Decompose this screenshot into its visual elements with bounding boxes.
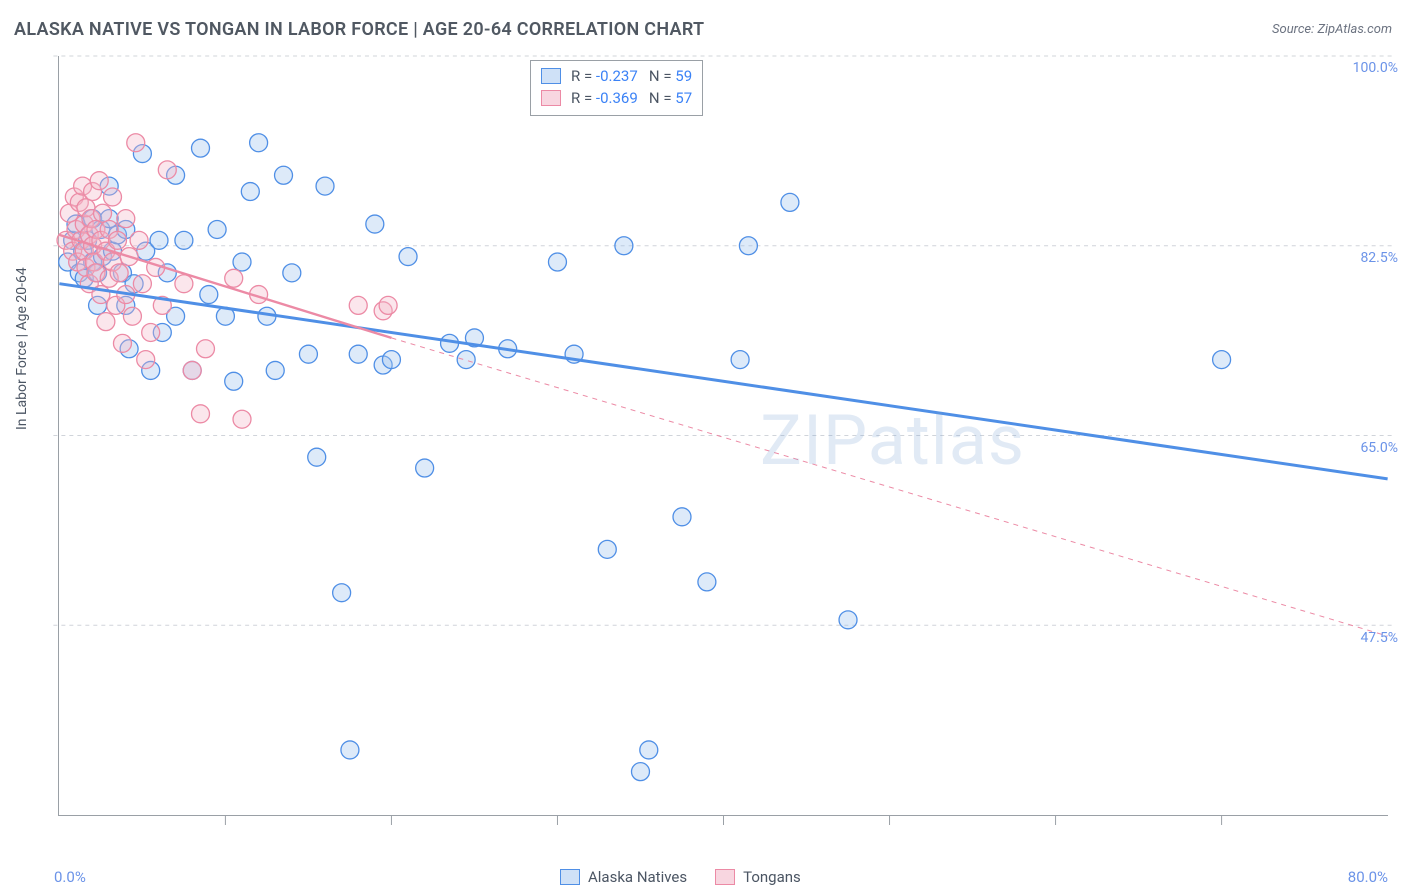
- legend-swatch: [560, 869, 580, 885]
- scatter-point: [233, 253, 251, 271]
- source-name: ZipAtlas.com: [1317, 22, 1392, 37]
- scatter-point: [598, 540, 616, 558]
- scatter-point: [97, 313, 115, 331]
- scatter-point: [233, 410, 251, 428]
- scatter-point: [104, 188, 122, 206]
- scatter-point: [158, 161, 176, 179]
- scatter-point: [183, 361, 201, 379]
- legend-swatch: [541, 68, 561, 84]
- trend-line: [59, 284, 1387, 479]
- legend-swatch: [715, 869, 735, 885]
- scatter-point: [275, 166, 293, 184]
- scatter-point: [142, 324, 160, 342]
- scatter-point: [457, 351, 475, 369]
- scatter-point: [150, 231, 168, 249]
- scatter-point: [781, 193, 799, 211]
- scatter-point: [266, 361, 284, 379]
- scatter-point: [673, 508, 691, 526]
- scatter-point: [341, 741, 359, 759]
- scatter-point: [615, 237, 633, 255]
- scatter-point: [333, 584, 351, 602]
- y-tick-label: 47.5%: [1360, 630, 1398, 646]
- scatter-point: [283, 264, 301, 282]
- scatter-point: [698, 573, 716, 591]
- scatter-point: [349, 296, 367, 314]
- series-legend-label: Alaska Natives: [588, 868, 687, 886]
- source-attribution: Source: ZipAtlas.com: [1272, 22, 1392, 37]
- series-legend-item: Tongans: [715, 868, 801, 886]
- scatter-point: [90, 172, 108, 190]
- scatter-point: [379, 296, 397, 314]
- scatter-point: [349, 345, 367, 363]
- scatter-point: [137, 351, 155, 369]
- y-axis-label: In Labor Force | Age 20-64: [14, 267, 30, 430]
- source-prefix: Source:: [1272, 22, 1317, 37]
- scatter-point: [113, 334, 131, 352]
- scatter-point: [127, 134, 145, 152]
- correlation-legend-row: R = -0.237 N = 59: [541, 65, 692, 87]
- series-legend-label: Tongans: [743, 868, 801, 886]
- scatter-point: [192, 139, 210, 157]
- correlation-legend: R = -0.237 N = 59R = -0.369 N = 57: [530, 60, 703, 116]
- scatter-point: [308, 448, 326, 466]
- scatter-point: [316, 177, 334, 195]
- scatter-point: [839, 611, 857, 629]
- scatter-point: [117, 210, 135, 228]
- scatter-point: [94, 204, 112, 222]
- legend-swatch: [541, 90, 561, 106]
- x-axis-min-label: 0.0%: [54, 868, 86, 886]
- correlation-legend-row: R = -0.369 N = 57: [541, 87, 692, 109]
- series-legend-item: Alaska Natives: [560, 868, 687, 886]
- series-legend: Alaska Natives Tongans: [560, 868, 801, 886]
- scatter-point: [640, 741, 658, 759]
- scatter-point: [225, 372, 243, 390]
- scatter-point: [548, 253, 566, 271]
- scatter-point: [416, 459, 434, 477]
- r-stat: R = -0.237 N = 59: [571, 65, 692, 87]
- scatter-point: [110, 264, 128, 282]
- header: ALASKA NATIVE VS TONGAN IN LABOR FORCE |…: [14, 12, 1392, 46]
- y-tick-label: 82.5%: [1360, 250, 1398, 266]
- scatter-point: [399, 248, 417, 266]
- scatter-point: [175, 275, 193, 293]
- trend-line-extrapolated: [391, 338, 1387, 636]
- y-tick-label: 100.0%: [1353, 60, 1398, 76]
- chart-plot-area: [58, 56, 1388, 816]
- scatter-point: [108, 231, 126, 249]
- y-tick-label: 65.0%: [1360, 440, 1398, 456]
- scatter-point: [130, 231, 148, 249]
- scatter-point: [631, 763, 649, 781]
- scatter-point: [200, 286, 218, 304]
- scatter-point: [196, 340, 214, 358]
- scatter-point: [225, 269, 243, 287]
- scatter-point: [250, 134, 268, 152]
- scatter-point: [241, 183, 259, 201]
- scatter-point: [299, 345, 317, 363]
- scatter-point: [208, 220, 226, 238]
- chart-svg: [59, 56, 1388, 815]
- chart-title: ALASKA NATIVE VS TONGAN IN LABOR FORCE |…: [14, 19, 704, 40]
- scatter-point: [739, 237, 757, 255]
- r-stat: R = -0.369 N = 57: [571, 87, 692, 109]
- scatter-point: [133, 275, 151, 293]
- scatter-point: [731, 351, 749, 369]
- scatter-point: [175, 231, 193, 249]
- x-axis-max-label: 80.0%: [1348, 868, 1388, 886]
- scatter-point: [123, 307, 141, 325]
- scatter-point: [192, 405, 210, 423]
- scatter-point: [366, 215, 384, 233]
- scatter-point: [1213, 351, 1231, 369]
- scatter-point: [382, 351, 400, 369]
